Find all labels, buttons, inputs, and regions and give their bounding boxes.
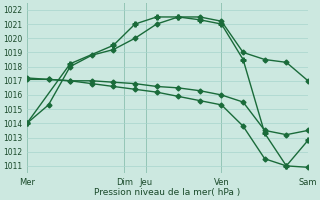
- X-axis label: Pression niveau de la mer( hPa ): Pression niveau de la mer( hPa ): [94, 188, 241, 197]
